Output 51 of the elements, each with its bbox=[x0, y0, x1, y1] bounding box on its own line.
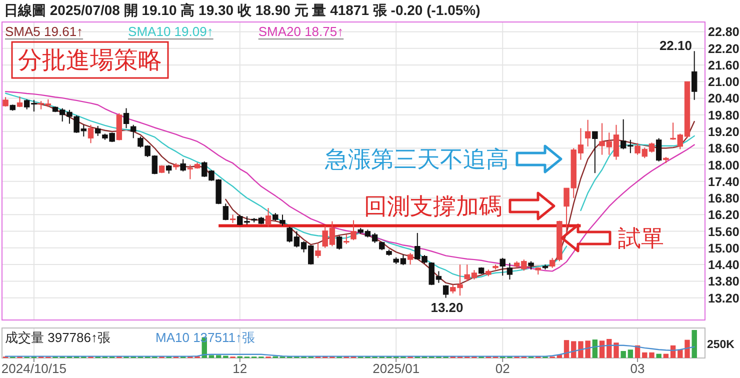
y-tick-label: 21.00 bbox=[708, 75, 740, 90]
bar bbox=[663, 354, 669, 358]
x-tick-label: 2024/10/15 bbox=[1, 361, 66, 376]
bar bbox=[606, 338, 612, 358]
bar bbox=[684, 340, 690, 358]
bar bbox=[692, 330, 697, 358]
y-tick-label: 13.80 bbox=[708, 274, 740, 289]
annotation: 13.20 bbox=[430, 300, 464, 315]
bar bbox=[216, 355, 222, 358]
bar bbox=[571, 341, 576, 358]
y-tick-label: 19.20 bbox=[708, 125, 740, 139]
x-tick-label: 02 bbox=[495, 361, 510, 376]
y-tick-label: 14.40 bbox=[708, 258, 740, 272]
annotation: 22.10 bbox=[659, 38, 692, 53]
x-tick-label: 12 bbox=[232, 361, 248, 376]
bar bbox=[564, 340, 570, 358]
text: SMA20 18.75↑ bbox=[258, 24, 344, 39]
bar bbox=[642, 352, 648, 358]
y-tick-label: 15.00 bbox=[708, 241, 740, 256]
bar bbox=[620, 351, 626, 358]
y-tick-label: 19.80 bbox=[708, 108, 740, 122]
bar bbox=[614, 342, 619, 358]
y-tick-label: 21.60 bbox=[708, 58, 740, 72]
bar bbox=[592, 340, 598, 358]
y-tick-label: 17.40 bbox=[708, 174, 740, 189]
y-tick-label: 22.80 bbox=[708, 25, 740, 40]
annotation: 試單 bbox=[618, 225, 664, 251]
text: 分批進場策略 bbox=[18, 47, 162, 74]
y-tick-label: 22.20 bbox=[708, 42, 740, 56]
y-tick-label: 20.40 bbox=[708, 92, 740, 106]
bar bbox=[628, 350, 634, 358]
y-tick-label: 13.20 bbox=[708, 291, 740, 306]
series-label: MA10 137511↑張 bbox=[156, 330, 255, 345]
annotation: 急漲第三天不追高 bbox=[324, 146, 509, 172]
bar bbox=[599, 340, 605, 358]
y-tick-label: 18.60 bbox=[708, 142, 740, 156]
x-tick-label: 03 bbox=[630, 361, 645, 376]
y-tick-label: 15.60 bbox=[708, 224, 740, 239]
text: SMA5 19.61↑ bbox=[5, 24, 84, 39]
y-tick-label: 16.80 bbox=[708, 192, 740, 206]
chart-subtitle: 日線圖 2025/07/08 開 19.10 高 19.30 收 18.90 元 量 41871 張 -0.20 (-1.05%) bbox=[4, 2, 480, 18]
y-tick-label: 18.00 bbox=[708, 158, 740, 172]
x-tick-label: 2025/01 bbox=[372, 361, 420, 376]
bar bbox=[649, 352, 654, 358]
annotation: 回測支撐加碼 bbox=[364, 193, 502, 219]
series-label: 成交量 397786↑張 bbox=[5, 330, 110, 345]
bar bbox=[208, 355, 214, 358]
y-tick-label: 16.20 bbox=[708, 208, 740, 222]
text: 250K bbox=[707, 339, 736, 351]
bar bbox=[656, 354, 662, 358]
text: SMA10 19.09↑ bbox=[128, 24, 214, 39]
